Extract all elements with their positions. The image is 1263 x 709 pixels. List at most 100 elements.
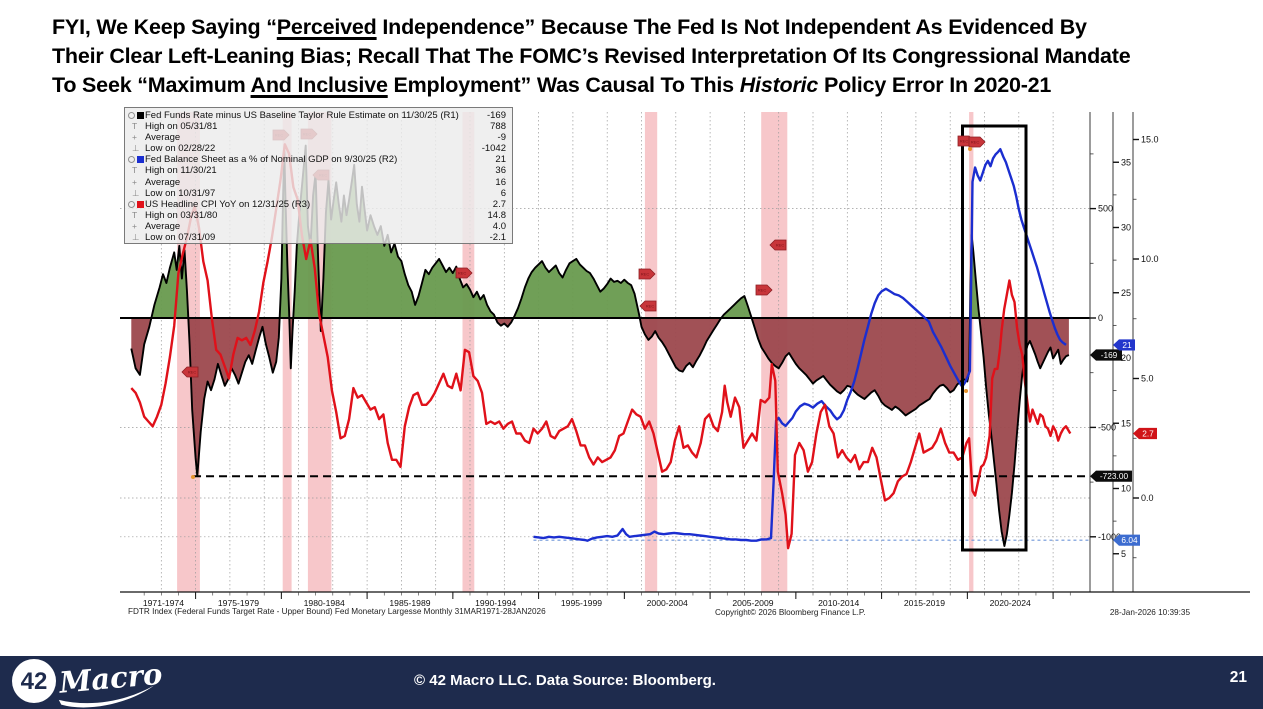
- legend-stat-icon: +: [128, 177, 145, 188]
- taylor-gap-area-positive: [131, 145, 1069, 318]
- logo-script: Macro: [57, 657, 164, 700]
- axis-tick-label: 25: [1121, 288, 1131, 298]
- legend-stat-icon: T: [128, 165, 145, 176]
- high-glyph-icon: T: [132, 121, 138, 132]
- title-line-3: To Seek “Maximum And Inclusive Employmen…: [52, 71, 1247, 100]
- chart-legend: Fed Funds Rate minus US Baseline Taylor …: [124, 107, 513, 244]
- x-axis-label: 2005-2009: [732, 598, 773, 608]
- axis-tick-label: -500: [1098, 422, 1116, 432]
- title-segment: Employment” Was Causal To This: [387, 72, 740, 97]
- value-badge-label: 21: [1122, 340, 1132, 350]
- axis-tick-label: 15.0: [1141, 135, 1159, 145]
- recession-band: [282, 112, 292, 592]
- value-badge: [1133, 427, 1157, 440]
- 42-macro-logo: 42 Macro: [12, 657, 164, 708]
- legend-label: Fed Funds Rate minus US Baseline Taylor …: [145, 110, 459, 121]
- axis-tick-label: 30: [1121, 223, 1131, 233]
- logo-circle-icon: [12, 659, 56, 703]
- avg-glyph-icon: +: [132, 176, 137, 187]
- recession-marker-label: REC: [776, 243, 785, 248]
- anchor-dot-icon: [191, 475, 195, 479]
- legend-stat-icon: T: [128, 121, 145, 132]
- legend-value: 4.0: [492, 220, 506, 232]
- legend-label: Average: [145, 132, 181, 144]
- legend-series-row: US Headline CPI YoY on 12/31/25 (R3) 2.7: [125, 199, 512, 210]
- axis-tick-label: 35: [1121, 157, 1131, 167]
- axis-tick-label: 500: [1098, 204, 1113, 214]
- legend-value: -9: [497, 132, 506, 144]
- chart-footnote-left: FDTR Index (Federal Funds Target Rate - …: [128, 607, 546, 616]
- x-axis-label: 1985-1989: [389, 598, 430, 608]
- legend-label: Average: [145, 220, 181, 232]
- title-line-2: Their Clear Left-Leaning Bias; Recall Th…: [52, 42, 1247, 71]
- value-badge-label: -723.00: [1100, 471, 1129, 481]
- legend-series-icon: [128, 112, 145, 120]
- legend-color-swatch-icon: [137, 112, 144, 120]
- value-badge: [1090, 470, 1132, 482]
- title-segment: Independence” Because The Fed Is Not Ind…: [376, 15, 1087, 39]
- legend-series-row: Fed Balance Sheet as a % of Nominal GDP …: [125, 154, 512, 165]
- logo-script-group: Macro: [57, 657, 164, 708]
- bloomberg-chart: RECRECRECRECRECRECRECRECRECRECREC5000-50…: [120, 112, 1250, 617]
- legend-stat-row: T High on 11/30/21 36: [125, 165, 512, 176]
- title-segment: Policy Error In 2020-21: [818, 72, 1052, 97]
- recession-marker-label: REC: [641, 272, 650, 277]
- legend-stat-icon: +: [128, 132, 145, 143]
- x-axis-label: 1971-1974: [143, 598, 184, 608]
- legend-value: 14.8: [487, 209, 507, 221]
- recession-marker-label: REC: [960, 139, 969, 144]
- legend-stat-row: T High on 05/31/81 788: [125, 121, 512, 132]
- taylor-gap-area-negative: [131, 318, 1069, 546]
- value-badge-label: -169: [1101, 350, 1118, 360]
- recession-marker-icon: [455, 267, 473, 279]
- highlight-box: [961, 124, 1028, 552]
- logo-number: 42: [21, 668, 48, 695]
- high-glyph-icon: T: [132, 165, 138, 176]
- legend-value: 36: [495, 165, 506, 177]
- legend-value: -1042: [481, 143, 506, 155]
- recession-band: [644, 112, 658, 592]
- x-axis-label: 2000-2004: [647, 598, 688, 608]
- legend-stat-row: ⊥ Low on 02/28/22 -1042: [125, 143, 512, 154]
- title-segment: Historic: [739, 72, 819, 97]
- value-badge: [1113, 339, 1135, 351]
- recession-marker-label: REC: [758, 288, 767, 293]
- legend-stat-icon: +: [128, 221, 145, 232]
- legend-value: 6: [500, 187, 506, 199]
- low-glyph-icon: ⊥: [132, 232, 140, 243]
- legend-stat-row: + Average 4.0: [125, 221, 512, 232]
- legend-stat-row: + Average -9: [125, 132, 512, 143]
- footer-copyright: © 42 Macro LLC. Data Source: Bloomberg.: [414, 672, 716, 689]
- axis-tick-label: 0.0: [1141, 493, 1154, 503]
- anchor-dot-icon: [968, 147, 972, 151]
- axis-tick-label: -1000: [1098, 532, 1121, 542]
- recession-marker-icon: [755, 284, 773, 296]
- recession-marker-label: REC: [646, 304, 655, 309]
- x-axis-label: 2015-2019: [904, 598, 945, 608]
- legend-label: High on 05/31/81: [145, 121, 218, 133]
- legend-stat-row: ⊥ Low on 10/31/97 6: [125, 188, 512, 199]
- chart-footnote-copyright: Copyright© 2026 Bloomberg Finance L.P.: [715, 608, 866, 617]
- value-badge-label: 6.04: [1121, 535, 1138, 545]
- x-axis-label: 2010-2014: [818, 598, 859, 608]
- legend-stat-icon: ⊥: [128, 188, 145, 199]
- legend-stat-icon: T: [128, 210, 145, 221]
- chart-footnote-datetime: 28-Jan-2026 10:39:35: [1110, 608, 1191, 617]
- recession-marker-icon: [968, 136, 986, 148]
- axis-tick-label: 15: [1121, 418, 1131, 428]
- legend-toggle-icon: [128, 200, 135, 208]
- legend-value: 788: [490, 121, 506, 133]
- title-line-1: FYI, We Keep Saying “Perceived Independe…: [52, 13, 1247, 42]
- legend-label: Fed Balance Sheet as a % of Nominal GDP …: [145, 154, 398, 166]
- title-segment: Perceived: [276, 15, 377, 39]
- legend-stat-icon: ⊥: [128, 232, 145, 243]
- x-axis-label: 1975-1979: [218, 598, 259, 608]
- value-badge: [1090, 349, 1122, 361]
- low-glyph-icon: ⊥: [132, 187, 140, 198]
- legend-value: -2.1: [489, 232, 506, 244]
- balance-sheet-line: [533, 148, 1067, 542]
- legend-stat-row: ⊥ Low on 07/31/09 -2.1: [125, 232, 512, 243]
- recession-marker-icon: [769, 239, 787, 251]
- x-axis-label: 2020-2024: [990, 598, 1031, 608]
